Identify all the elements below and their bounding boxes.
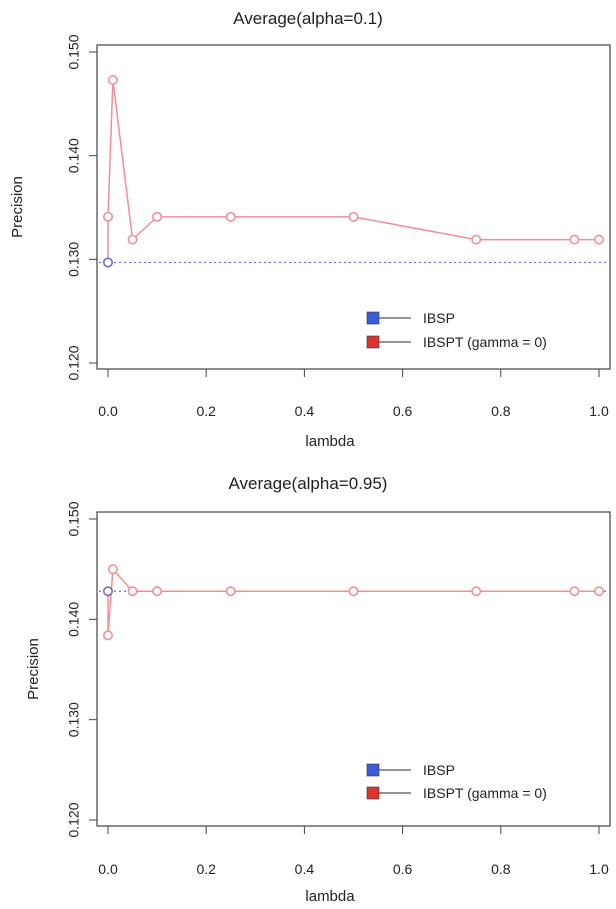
chart-title: Average(alpha=0.95) bbox=[229, 474, 388, 493]
x-tick-label: 0.4 bbox=[295, 403, 315, 419]
ibspt-point bbox=[348, 211, 359, 222]
legend-swatch-ibspt bbox=[366, 786, 380, 800]
y-tick-label: 0.120 bbox=[66, 802, 82, 837]
ibspt-series-line bbox=[107, 79, 599, 263]
legend-label-ibsp: IBSP bbox=[423, 310, 455, 326]
chart-alpha-0-1: Average(alpha=0.1) 0.0 0.2 0.4 0.6 0.8 1.0 0.12… bbox=[0, 0, 616, 452]
x-tick-label: 1.0 bbox=[589, 861, 609, 877]
chart-title: Average(alpha=0.1) bbox=[233, 9, 383, 28]
ibspt-point bbox=[569, 586, 580, 597]
ibspt-series-line bbox=[107, 567, 599, 636]
x-tick-label: 0.8 bbox=[491, 403, 511, 419]
ibsp-point bbox=[103, 257, 114, 268]
x-tick-label: 0.2 bbox=[196, 403, 216, 419]
x-tick-label: 0.2 bbox=[196, 861, 216, 877]
ibspt-point bbox=[152, 586, 163, 597]
plot-frame bbox=[96, 511, 611, 827]
y-tick-label: 0.150 bbox=[66, 501, 82, 536]
x-tick-label: 0.8 bbox=[491, 861, 511, 877]
x-tick-label: 0.0 bbox=[98, 861, 118, 877]
legend-swatch-ibspt bbox=[366, 335, 380, 349]
ibspt-point bbox=[471, 234, 482, 245]
ibspt-point bbox=[225, 586, 236, 597]
legend-label-ibsp: IBSP bbox=[423, 762, 455, 778]
ibspt-point bbox=[107, 74, 118, 85]
ibspt-point bbox=[471, 586, 482, 597]
y-tick-label: 0.140 bbox=[66, 138, 82, 173]
ibspt-point bbox=[127, 234, 138, 245]
y-tick-label: 0.140 bbox=[66, 602, 82, 637]
ibspt-point bbox=[348, 586, 359, 597]
y-axis-label: Precision bbox=[25, 638, 42, 700]
ibspt-point bbox=[593, 586, 604, 597]
y-tick-label: 0.130 bbox=[66, 702, 82, 737]
legend-label-ibspt: IBSPT (gamma = 0) bbox=[423, 785, 547, 801]
chart-alpha-0-95: Average(alpha=0.95) 0.0 0.2 0.4 0.6 0.8 1.0 0.1… bbox=[0, 454, 616, 909]
legend-swatch-ibsp bbox=[366, 763, 380, 777]
ibsp-point bbox=[103, 586, 114, 597]
ibspt-point bbox=[127, 586, 138, 597]
ibspt-point bbox=[103, 630, 114, 641]
ibspt-point bbox=[593, 234, 604, 245]
ibspt-point bbox=[107, 564, 118, 575]
x-axis-label: lambda bbox=[305, 433, 355, 450]
y-tick-label: 0.120 bbox=[66, 345, 82, 380]
x-axis-label: lambda bbox=[305, 888, 355, 905]
x-tick-label: 0.6 bbox=[393, 861, 413, 877]
plot-frame bbox=[96, 44, 611, 370]
y-tick-label: 0.150 bbox=[66, 34, 82, 69]
legend-swatch-ibsp bbox=[366, 311, 380, 325]
chart-alpha-0-1-svg: Average(alpha=0.1) 0.0 0.2 0.4 0.6 0.8 1.0 0.12… bbox=[9, 9, 611, 450]
ibspt-point bbox=[569, 234, 580, 245]
chart-alpha-0-95-svg: Average(alpha=0.95) 0.0 0.2 0.4 0.6 0.8 1.0 0.1… bbox=[25, 474, 611, 905]
y-tick-label: 0.130 bbox=[66, 242, 82, 277]
x-tick-label: 0.6 bbox=[393, 403, 413, 419]
ibspt-point bbox=[103, 211, 114, 222]
x-tick-label: 0.4 bbox=[295, 861, 315, 877]
x-tick-label: 1.0 bbox=[589, 403, 609, 419]
ibspt-point bbox=[225, 211, 236, 222]
y-axis-label: Precision bbox=[9, 176, 26, 238]
ibspt-point bbox=[152, 211, 163, 222]
legend-label-ibspt: IBSPT (gamma = 0) bbox=[423, 334, 547, 350]
x-tick-label: 0.0 bbox=[98, 403, 118, 419]
